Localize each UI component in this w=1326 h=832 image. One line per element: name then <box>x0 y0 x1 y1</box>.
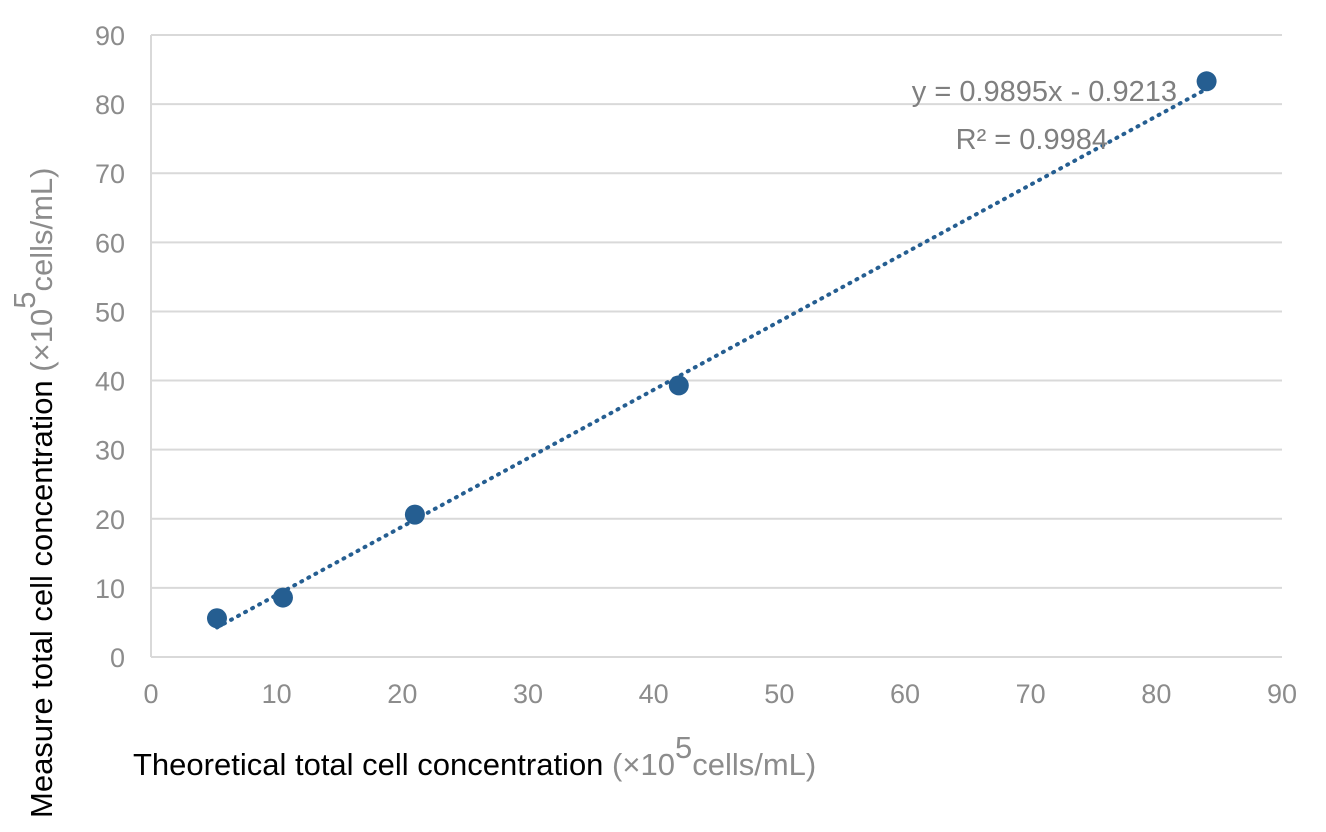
gridlines <box>151 34 1282 589</box>
x-tick-label: 70 <box>1016 679 1046 709</box>
y-axis-title-unit-suffix: cells/mL) <box>24 168 59 292</box>
r-squared-label: R² = 0.9984 <box>956 124 1108 156</box>
y-tick-label: 30 <box>95 436 125 466</box>
data-points <box>206 71 1217 629</box>
y-tick-label: 0 <box>110 643 125 673</box>
data-point <box>272 587 293 608</box>
y-tick-label: 50 <box>95 297 125 327</box>
y-tick-label: 20 <box>95 505 125 535</box>
x-tick-label: 30 <box>513 679 543 709</box>
y-axis-title-main: Measure total cell concentration <box>24 380 59 818</box>
x-axis-title: Theoretical total cell concentration (×1… <box>133 730 816 783</box>
x-tick-label: 40 <box>639 679 669 709</box>
y-tick-label: 10 <box>95 574 125 604</box>
x-tick-label: 10 <box>262 679 292 709</box>
y-tick-label: 60 <box>95 228 125 258</box>
x-axis-title-main: Theoretical total cell concentration <box>133 747 603 782</box>
x-tick-label: 90 <box>1267 679 1297 709</box>
x-axis-title-unit: (×10 <box>603 747 675 782</box>
data-point <box>404 504 425 525</box>
x-tick-label: 20 <box>387 679 417 709</box>
y-tick-labels: 0 10 20 30 40 50 60 70 80 90 <box>95 21 125 673</box>
y-tick-label: 90 <box>95 21 125 51</box>
y-tick-label: 40 <box>95 367 125 397</box>
x-tick-label: 50 <box>764 679 794 709</box>
x-axis-title-unit-suffix: cells/mL) <box>692 747 816 782</box>
y-tick-label: 70 <box>95 159 125 189</box>
trendline-layer <box>214 86 1209 630</box>
x-tick-labels: 0 10 20 30 40 50 60 70 80 90 <box>143 679 1297 709</box>
x-tick-label: 60 <box>890 679 920 709</box>
data-point <box>206 608 227 629</box>
y-axis-title-exponent: 5 <box>7 292 42 309</box>
y-axis-title: Measure total cell concentration (×105ce… <box>7 168 60 818</box>
data-point <box>1196 71 1217 92</box>
x-tick-label: 0 <box>143 679 158 709</box>
x-tick-label: 80 <box>1141 679 1171 709</box>
trendline-equation: y = 0.9895x - 0.9213 <box>912 76 1177 108</box>
axes <box>150 35 1282 658</box>
y-tick-label: 80 <box>95 90 125 120</box>
data-point <box>668 375 689 396</box>
x-axis-title-exponent: 5 <box>675 730 692 765</box>
y-axis-title-unit: (×10 <box>24 309 59 381</box>
trendline <box>214 86 1209 630</box>
